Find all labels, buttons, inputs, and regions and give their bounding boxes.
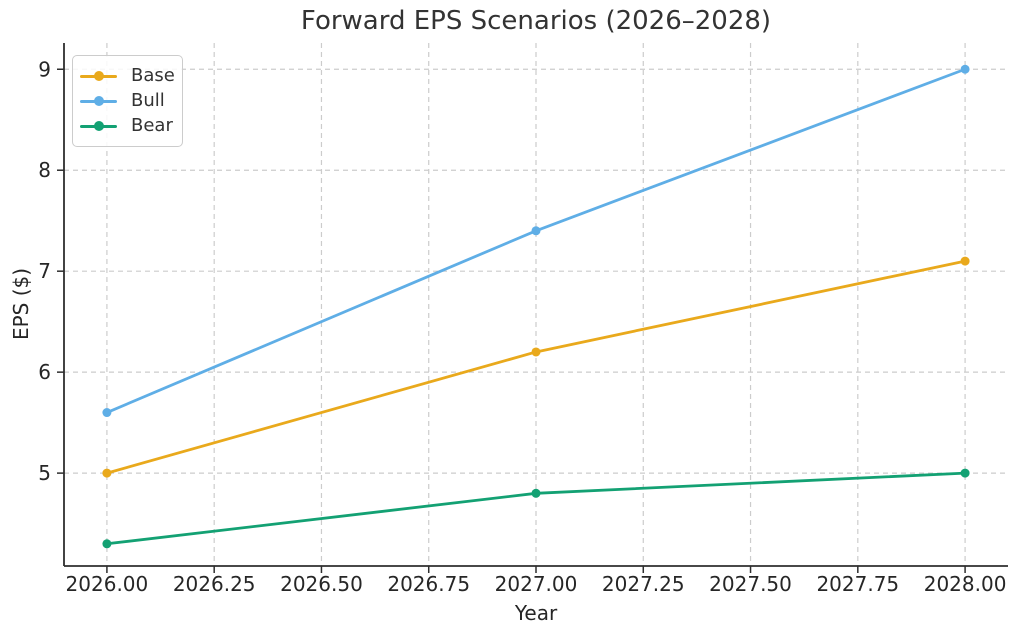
legend-label-bear: Bear	[131, 115, 173, 136]
y-tick-label: 6	[38, 360, 51, 384]
y-axis-label: EPS ($)	[9, 267, 33, 341]
bear-marker-icon	[93, 121, 104, 131]
x-tick-label: 2027.75	[816, 572, 899, 596]
y-tick-label: 9	[38, 57, 51, 81]
data-point-bear	[531, 488, 541, 498]
x-axis-label: Year	[514, 601, 558, 625]
bull-line-swatch	[80, 95, 117, 107]
data-point-bear	[960, 468, 970, 478]
y-tick-label: 7	[38, 259, 51, 283]
legend-label-bull: Bull	[131, 90, 165, 111]
x-tick-label: 2026.50	[280, 572, 363, 596]
chart-title: Forward EPS Scenarios (2026–2028)	[300, 6, 772, 36]
legend-item-base: Base	[80, 64, 175, 88]
legend-item-bull: Bull	[80, 89, 173, 113]
x-tick-label: 2027.00	[495, 572, 578, 596]
x-tick-label: 2028.00	[924, 572, 1007, 596]
x-tick-label: 2026.00	[66, 572, 149, 596]
y-tick-label: 8	[38, 158, 51, 182]
data-point-bull	[960, 64, 970, 74]
legend: Base Bull Bear	[72, 55, 183, 147]
x-tick-label: 2027.50	[709, 572, 792, 596]
data-point-base	[102, 468, 112, 478]
base-marker-icon	[93, 71, 104, 81]
legend-label-base: Base	[131, 65, 175, 86]
x-tick-label: 2026.25	[173, 572, 256, 596]
x-tick-label: 2026.75	[387, 572, 470, 596]
data-point-bull	[531, 226, 541, 236]
base-line-swatch	[80, 70, 117, 82]
bull-marker-icon	[93, 96, 104, 106]
y-tick-label: 5	[38, 461, 51, 485]
bear-line-swatch	[80, 120, 117, 132]
x-tick-label: 2027.25	[602, 572, 685, 596]
data-point-base	[960, 256, 970, 266]
data-point-base	[531, 347, 541, 357]
data-point-bear	[102, 539, 112, 549]
legend-item-bear: Bear	[80, 114, 173, 138]
data-point-bull	[102, 408, 112, 418]
